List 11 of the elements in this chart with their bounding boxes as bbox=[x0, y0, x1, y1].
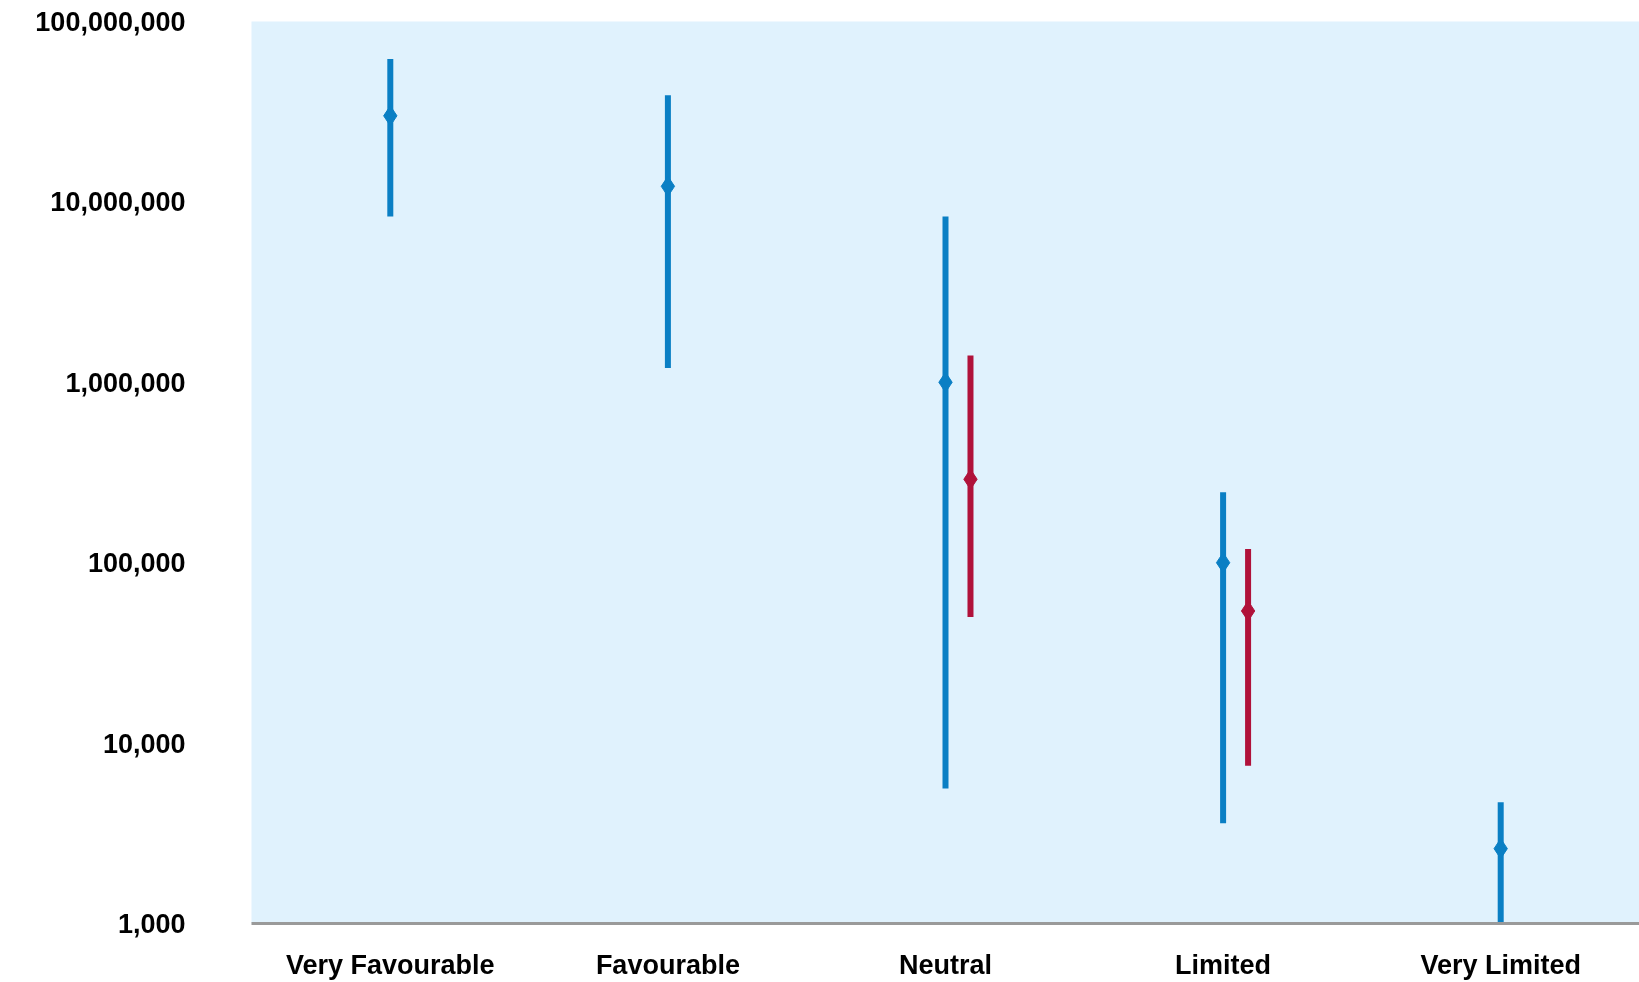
x-tick-label: Limited bbox=[1175, 949, 1272, 980]
y-tick-label: 100,000,000 bbox=[35, 7, 186, 37]
x-tick-label: Very Limited bbox=[1420, 949, 1581, 980]
y-tick-label: 100,000 bbox=[87, 548, 186, 579]
x-tick-label: Favourable bbox=[595, 949, 740, 980]
x-tick-label: Very Favourable bbox=[286, 949, 495, 980]
y-tick-label: 10,000 bbox=[102, 728, 186, 759]
y-tick-label: 1,000,000 bbox=[65, 367, 186, 398]
y-tick-label: 1,000 bbox=[117, 909, 186, 939]
y-tick-label: 10,000,000 bbox=[50, 187, 186, 218]
x-tick-label: Neutral bbox=[898, 949, 993, 980]
